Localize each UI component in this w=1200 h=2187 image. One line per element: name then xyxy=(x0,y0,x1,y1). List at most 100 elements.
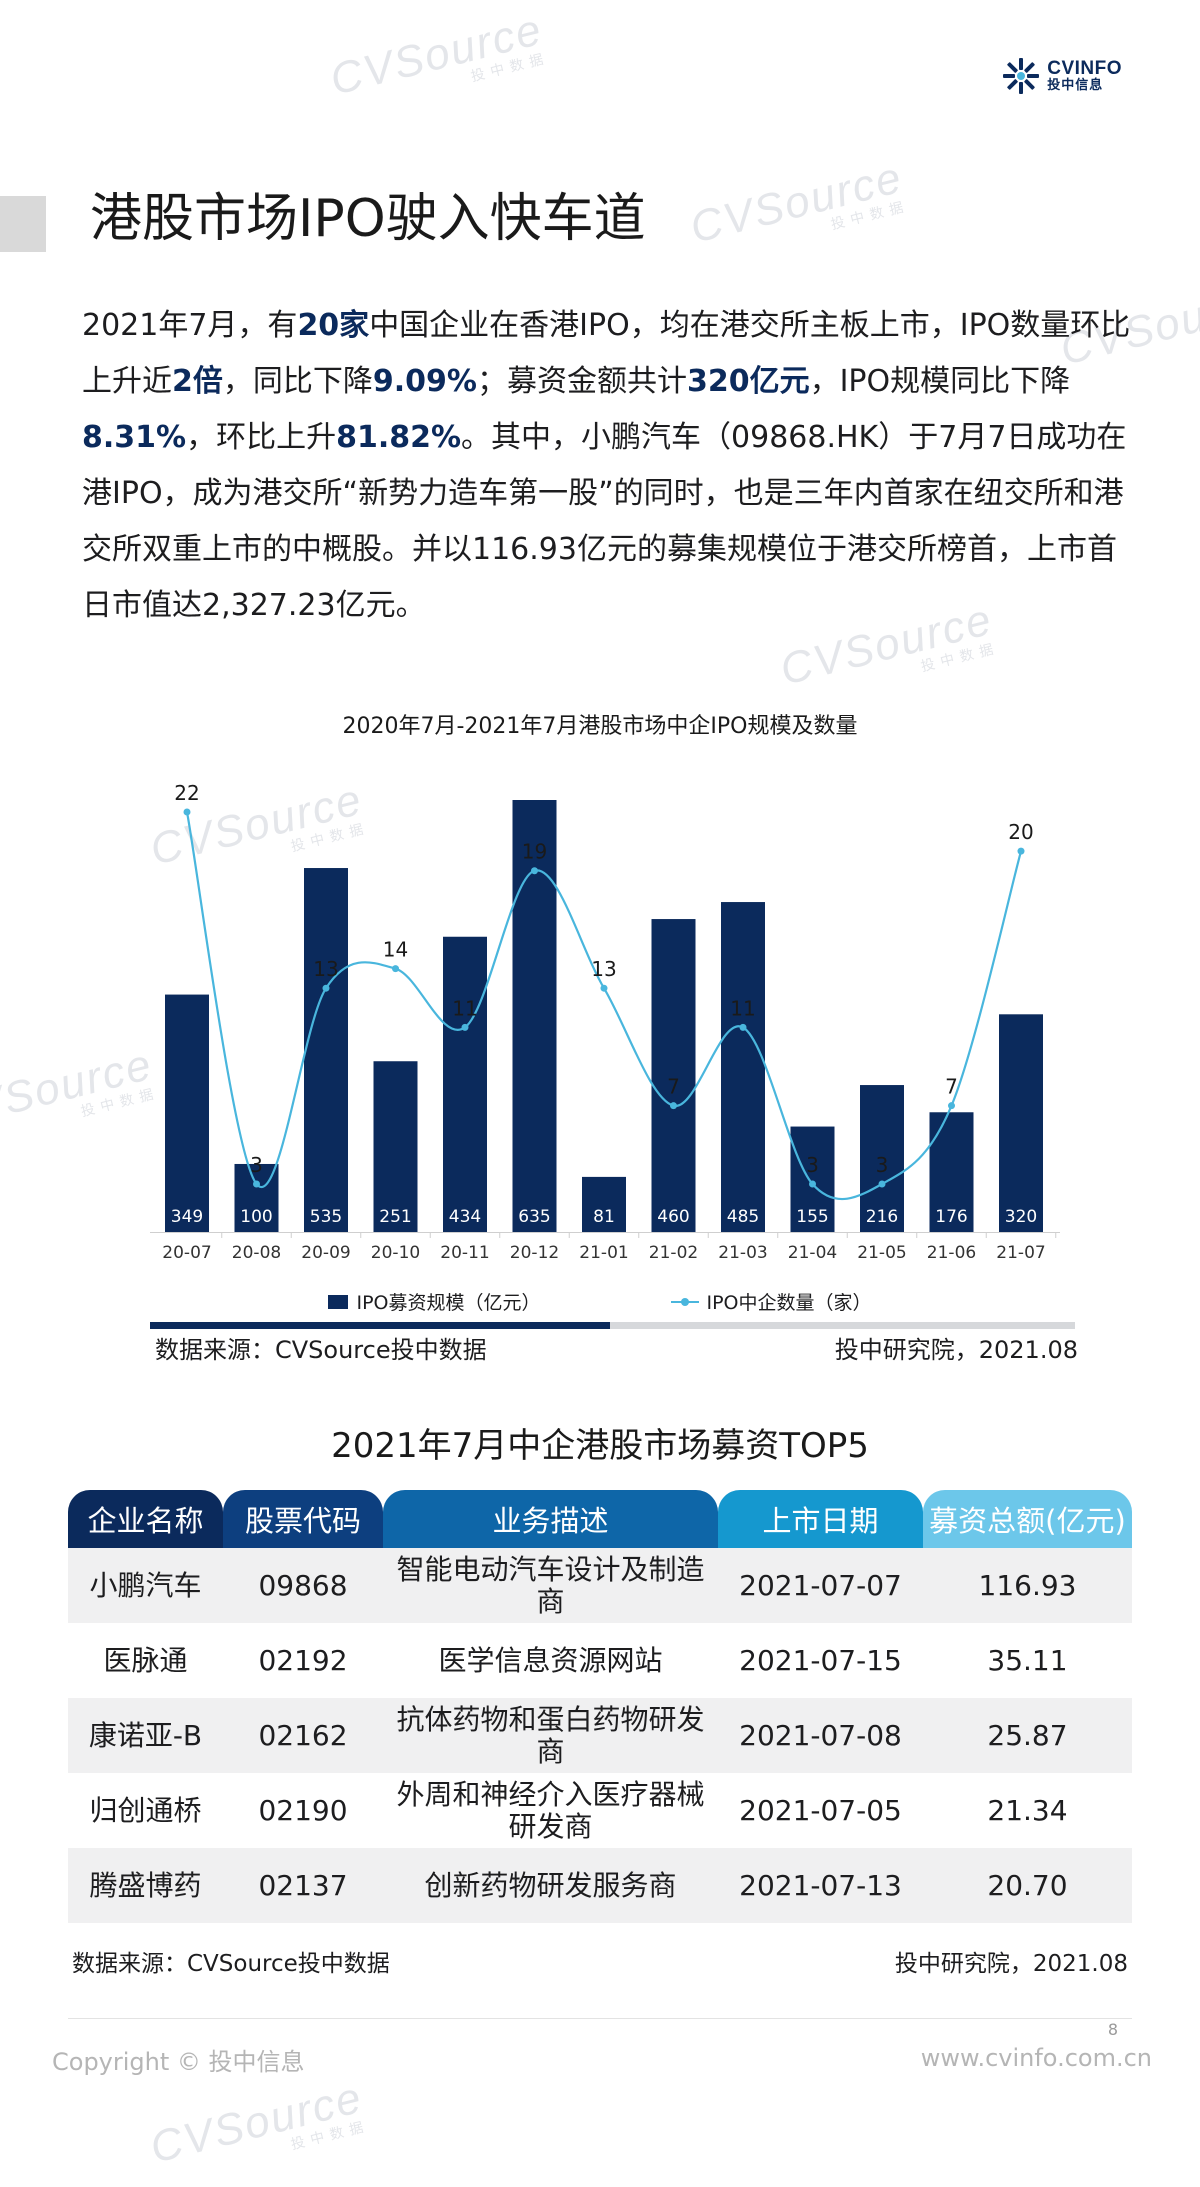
bar xyxy=(929,1112,974,1232)
x-tick-label: 21-07 xyxy=(996,1243,1045,1263)
x-tick-label: 21-03 xyxy=(718,1243,767,1263)
x-tick-label: 21-01 xyxy=(579,1243,628,1263)
column-header: 股票代码 xyxy=(223,1490,383,1548)
table-cell: 归创通桥 xyxy=(89,1793,202,1827)
highlight-figure: 2倍 xyxy=(172,364,223,399)
table-cell: 康诺亚-B xyxy=(68,1698,223,1773)
chart-title: 2020年7月-2021年7月港股市场中企IPO规模及数量 xyxy=(342,714,858,739)
column-header: 上市日期 xyxy=(718,1490,923,1548)
count-point xyxy=(600,984,608,992)
bar-value-label: 251 xyxy=(379,1207,411,1227)
table-cell: 02190 xyxy=(258,1793,348,1827)
bar xyxy=(304,868,348,1232)
table-cell: 腾盛博药 xyxy=(68,1848,223,1923)
page-number: 8 xyxy=(1107,2020,1118,2039)
brand-logo: CVINFO 投中信息 xyxy=(1001,56,1122,96)
table-cell: 02162 xyxy=(223,1698,383,1773)
count-point xyxy=(531,867,538,875)
table-cell: 2021-07-13 xyxy=(718,1848,923,1923)
count-point xyxy=(392,965,399,973)
count-value-label: 20 xyxy=(1008,820,1033,844)
bar xyxy=(721,902,765,1232)
table-cell: 09868 xyxy=(223,1548,383,1623)
count-value-label: 3 xyxy=(250,1153,263,1177)
bar xyxy=(512,800,557,1232)
table-cell: 2021-07-05 xyxy=(739,1793,902,1827)
table-cell: 2021-07-07 xyxy=(718,1548,923,1623)
count-point xyxy=(253,1180,260,1188)
paragraph-text: ，IPO规模同比下降 xyxy=(809,364,1071,399)
table-cell: 外周和神经介入医疗器械研发商 xyxy=(396,1777,705,1843)
table-cell: 2021-07-15 xyxy=(739,1643,902,1677)
brand-name-cn: 投中信息 xyxy=(1047,78,1104,94)
bar-value-label: 535 xyxy=(310,1207,342,1227)
count-value-label: 3 xyxy=(876,1153,889,1177)
bar xyxy=(651,919,696,1232)
table-cell: 116.93 xyxy=(923,1548,1132,1623)
count-point xyxy=(183,808,191,816)
legend-label: IPO募资规模（亿元） xyxy=(356,1292,541,1314)
count-value-label: 7 xyxy=(945,1075,958,1099)
bar-value-label: 485 xyxy=(727,1207,759,1227)
bar-value-label: 320 xyxy=(1005,1207,1037,1227)
section-marker xyxy=(0,196,46,252)
table-cell: 20.70 xyxy=(923,1848,1132,1923)
bar xyxy=(860,1085,904,1232)
table-row: 医脉通 02192 医学信息资源网站 2021-07-15 35.11 xyxy=(68,1623,1132,1698)
table-row: 小鹏汽车 09868 智能电动汽车设计及制造商 2021-07-07 116.93 xyxy=(68,1548,1132,1623)
table-credit: 投中研究院，2021.08 xyxy=(894,1951,1128,1977)
highlight-figure: 8.31% xyxy=(82,420,187,455)
count-value-label: 22 xyxy=(174,781,199,805)
count-point xyxy=(878,1180,886,1188)
count-value-label: 14 xyxy=(383,938,408,962)
table-cell: 35.11 xyxy=(987,1643,1068,1677)
bar xyxy=(443,936,487,1232)
paragraph-text: 。其中，小鹏汽车（09868.HK）于7月7日成功在港IPO，成为港交所“新势力… xyxy=(82,420,1127,623)
x-tick-label: 21-06 xyxy=(927,1243,976,1263)
table-cell: 抗体药物和蛋白药物研发商 xyxy=(383,1698,718,1773)
legend-item-line: IPO中企数量（家） xyxy=(670,1288,872,1315)
table-cell: 智能电动汽车设计及制造商 xyxy=(383,1548,718,1623)
bar-value-label: 100 xyxy=(240,1207,272,1227)
column-header: 募资总额(亿元) xyxy=(923,1490,1132,1548)
bar-value-label: 635 xyxy=(518,1207,550,1227)
table-cell: 21.34 xyxy=(987,1793,1068,1827)
chart-legend: IPO募资规模（亿元） IPO中企数量（家） xyxy=(0,1288,1200,1315)
table-row: 归创通桥 02190 外周和神经介入医疗器械研发商 2021-07-05 21.34 xyxy=(68,1773,1132,1848)
x-tick-label: 21-02 xyxy=(649,1243,698,1263)
brand-name-en: CVINFO xyxy=(1047,58,1122,80)
count-value-label: 3 xyxy=(806,1153,819,1177)
bar-value-label: 81 xyxy=(593,1207,615,1227)
count-point xyxy=(809,1180,816,1188)
count-point xyxy=(670,1102,677,1110)
paragraph-text: 中国企业在香港IPO，均在港交所主板上市，IPO数量环比上升近 xyxy=(82,308,1131,399)
count-value-label: 19 xyxy=(522,840,547,864)
website-link[interactable]: www.cvinfo.com.cn xyxy=(920,2044,1152,2072)
bar xyxy=(790,1126,835,1232)
legend-label: IPO中企数量（家） xyxy=(706,1292,872,1314)
footer-divider xyxy=(68,2018,1132,2019)
table-cell: 创新药物研发服务商 xyxy=(383,1848,718,1923)
table-cell: 25.87 xyxy=(923,1698,1132,1773)
bar-value-label: 176 xyxy=(935,1207,967,1227)
highlight-figure: 20家 xyxy=(297,308,370,343)
highlight-figure: 81.82% xyxy=(336,420,462,455)
highlight-figure: 320亿元 xyxy=(686,364,810,399)
copyright: Copyright © 投中信息 xyxy=(52,2048,305,2076)
table-row: 康诺亚-B 02162 抗体药物和蛋白药物研发商 2021-07-08 25.87 xyxy=(68,1698,1132,1773)
chart-credit: 投中研究院，2021.08 xyxy=(834,1336,1078,1364)
table-cell: 02137 xyxy=(223,1848,383,1923)
count-point xyxy=(322,984,330,992)
count-value-label: 13 xyxy=(313,957,338,981)
column-header: 企业名称 xyxy=(68,1490,223,1548)
page-title: 港股市场IPO驶入快车道 xyxy=(90,189,646,249)
table-cell: 医脉通 xyxy=(103,1643,188,1677)
x-tick-label: 20-08 xyxy=(232,1243,281,1263)
x-tick-label: 20-10 xyxy=(371,1243,420,1263)
x-tick-label: 21-04 xyxy=(788,1243,837,1263)
divider-bar xyxy=(150,1322,1075,1329)
